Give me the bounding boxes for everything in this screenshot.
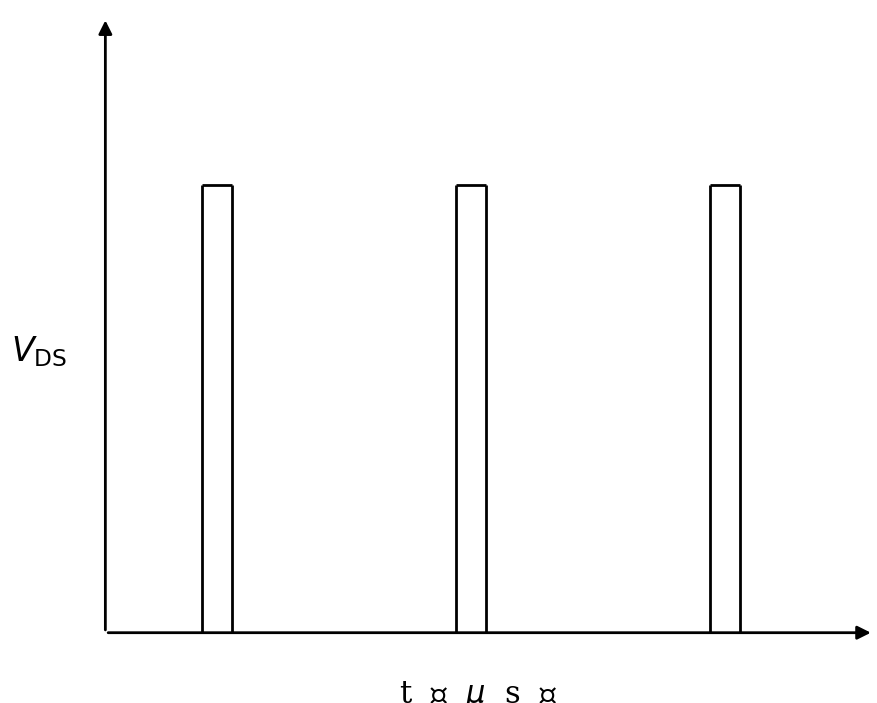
Text: t  （  $\mu$  s  ）: t （ $\mu$ s ）	[399, 680, 557, 703]
Text: $\mathit{V}_{\mathrm{DS}}$: $\mathit{V}_{\mathrm{DS}}$	[11, 334, 68, 369]
